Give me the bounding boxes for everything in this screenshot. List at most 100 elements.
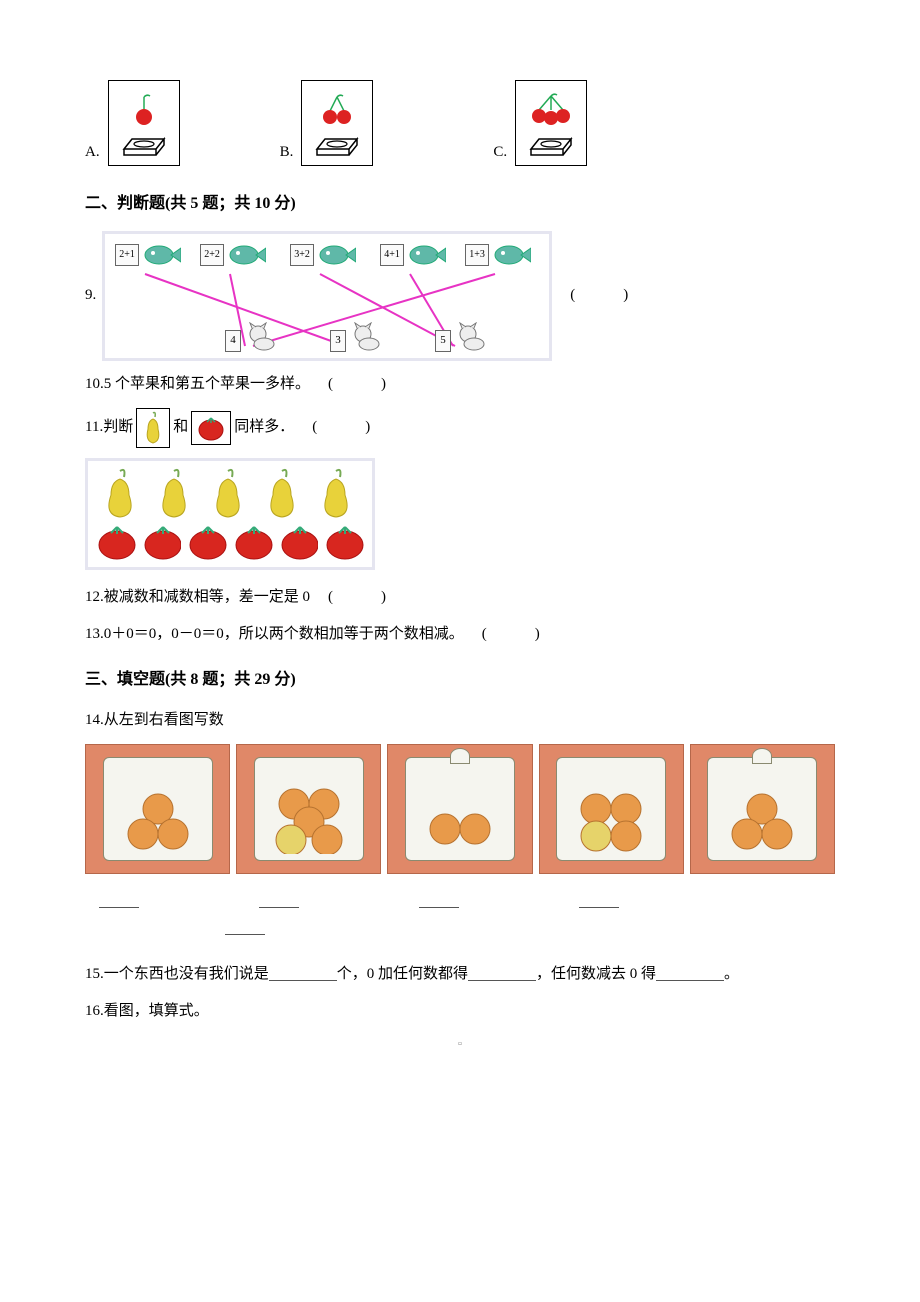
q14-panels bbox=[85, 744, 835, 874]
fish-item: 3+2 bbox=[290, 242, 356, 268]
tomato-icon-box bbox=[191, 411, 231, 445]
q10-paren[interactable]: ( ) bbox=[328, 371, 392, 398]
q11-mid: 和 bbox=[173, 414, 188, 441]
fish-equation: 2+1 bbox=[115, 244, 139, 266]
bag bbox=[254, 757, 364, 861]
q15: 15.一个东西也没有我们说是 个，0 加任何数都得 ，任何数减去 0 得 。 bbox=[85, 961, 835, 988]
q14-blanks-row bbox=[99, 894, 835, 908]
cherry-icon bbox=[310, 93, 364, 131]
cat-icon bbox=[454, 322, 488, 352]
q15-part: 。 bbox=[724, 961, 739, 988]
fish-item: 4+1 bbox=[380, 242, 446, 268]
q11-prefix: 11.判断 bbox=[85, 414, 133, 441]
cherry-eraser-box bbox=[301, 80, 373, 166]
q8-option-a[interactable]: A. bbox=[85, 80, 180, 166]
q14-panel bbox=[690, 744, 835, 874]
cherry-icon bbox=[120, 93, 168, 131]
fish-icon bbox=[226, 242, 266, 268]
q9: 9. 2+1 2+2 3+2 4+1 1+3 4 3 5 ( ) bbox=[85, 231, 835, 361]
pear-icon-box bbox=[136, 408, 170, 448]
tomato-icon bbox=[187, 521, 227, 561]
bag bbox=[556, 757, 666, 861]
tomato-icon bbox=[96, 521, 136, 561]
fish-icon bbox=[141, 242, 181, 268]
tomato-row bbox=[96, 521, 364, 561]
q14-text: 14.从左到右看图写数 bbox=[85, 707, 835, 734]
cat-item: 4 bbox=[225, 322, 278, 352]
blank[interactable] bbox=[269, 967, 337, 981]
fish-icon bbox=[316, 242, 356, 268]
cherry-eraser-box bbox=[108, 80, 180, 166]
pear-icon bbox=[258, 467, 306, 521]
cherry-icon bbox=[521, 93, 581, 131]
pear-row bbox=[96, 467, 364, 521]
pear-icon bbox=[312, 467, 360, 521]
fish-equation: 1+3 bbox=[465, 244, 489, 266]
fish-item: 2+2 bbox=[200, 242, 266, 268]
cat-number: 3 bbox=[330, 330, 346, 352]
tomato-icon bbox=[142, 521, 182, 561]
fish-item: 1+3 bbox=[465, 242, 531, 268]
q8-options-row: A. B. bbox=[85, 80, 835, 166]
q11: 11.判断 和 同样多． ( ) bbox=[85, 408, 835, 448]
oranges-icon bbox=[561, 774, 661, 854]
q16-text: 16.看图，填算式。 bbox=[85, 998, 835, 1025]
q15-part: ，任何数减去 0 得 bbox=[536, 961, 656, 988]
q11-fruit-diagram bbox=[85, 458, 375, 570]
option-letter: C. bbox=[493, 139, 507, 166]
q10: 10.5 个苹果和第五个苹果一多样。 ( ) bbox=[85, 371, 835, 398]
q13: 13.0＋0＝0，0－0＝0，所以两个数相加等于两个数相减。 ( ) bbox=[85, 621, 835, 648]
cat-icon bbox=[244, 322, 278, 352]
bag bbox=[707, 757, 817, 861]
q13-text: 13.0＋0＝0，0－0＝0，所以两个数相加等于两个数相减。 bbox=[85, 621, 464, 648]
oranges-icon bbox=[108, 774, 208, 854]
q11-paren[interactable]: ( ) bbox=[312, 414, 376, 441]
option-letter: A. bbox=[85, 139, 100, 166]
eraser-icon bbox=[309, 131, 365, 161]
blank[interactable] bbox=[99, 894, 139, 908]
blank[interactable] bbox=[259, 894, 299, 908]
q8-option-c[interactable]: C. bbox=[493, 80, 587, 166]
page-marker: ▫ bbox=[85, 1035, 835, 1055]
pear-icon bbox=[204, 467, 252, 521]
q10-text: 10.5 个苹果和第五个苹果一多样。 bbox=[85, 371, 310, 398]
q15-part: 15.一个东西也没有我们说是 bbox=[85, 961, 269, 988]
oranges-icon bbox=[259, 774, 359, 854]
bag bbox=[103, 757, 213, 861]
cat-item: 5 bbox=[435, 322, 488, 352]
fish-icon bbox=[406, 242, 446, 268]
q9-diagram: 2+1 2+2 3+2 4+1 1+3 4 3 5 bbox=[102, 231, 552, 361]
q8-option-b[interactable]: B. bbox=[280, 80, 374, 166]
oranges-icon bbox=[410, 774, 510, 854]
q9-paren[interactable]: ( ) bbox=[570, 282, 634, 309]
q12-paren[interactable]: ( ) bbox=[328, 584, 392, 611]
pear-icon bbox=[96, 467, 144, 521]
cat-icon bbox=[349, 322, 383, 352]
q9-number: 9. bbox=[85, 282, 96, 309]
eraser-icon bbox=[523, 131, 579, 161]
q14-panel bbox=[387, 744, 532, 874]
blank[interactable] bbox=[468, 967, 536, 981]
q14-panel bbox=[85, 744, 230, 874]
tomato-icon bbox=[324, 521, 364, 561]
q12: 12.被减数和减数相等，差一定是 0 ( ) bbox=[85, 584, 835, 611]
cherry-eraser-box bbox=[515, 80, 587, 166]
pear-icon bbox=[141, 411, 165, 445]
tomato-icon bbox=[279, 521, 319, 561]
oranges-icon bbox=[712, 774, 812, 854]
bag bbox=[405, 757, 515, 861]
fish-equation: 4+1 bbox=[380, 244, 404, 266]
option-letter: B. bbox=[280, 139, 294, 166]
tomato-icon bbox=[196, 414, 226, 442]
q13-paren[interactable]: ( ) bbox=[482, 621, 546, 648]
blank[interactable] bbox=[579, 894, 619, 908]
cat-number: 5 bbox=[435, 330, 451, 352]
blank[interactable] bbox=[225, 921, 265, 935]
blank[interactable] bbox=[419, 894, 459, 908]
fish-equation: 2+2 bbox=[200, 244, 224, 266]
fish-equation: 3+2 bbox=[290, 244, 314, 266]
q11-suffix: 同样多． bbox=[234, 414, 294, 441]
tomato-icon bbox=[233, 521, 273, 561]
q15-part: 个，0 加任何数都得 bbox=[337, 961, 468, 988]
blank[interactable] bbox=[656, 967, 724, 981]
